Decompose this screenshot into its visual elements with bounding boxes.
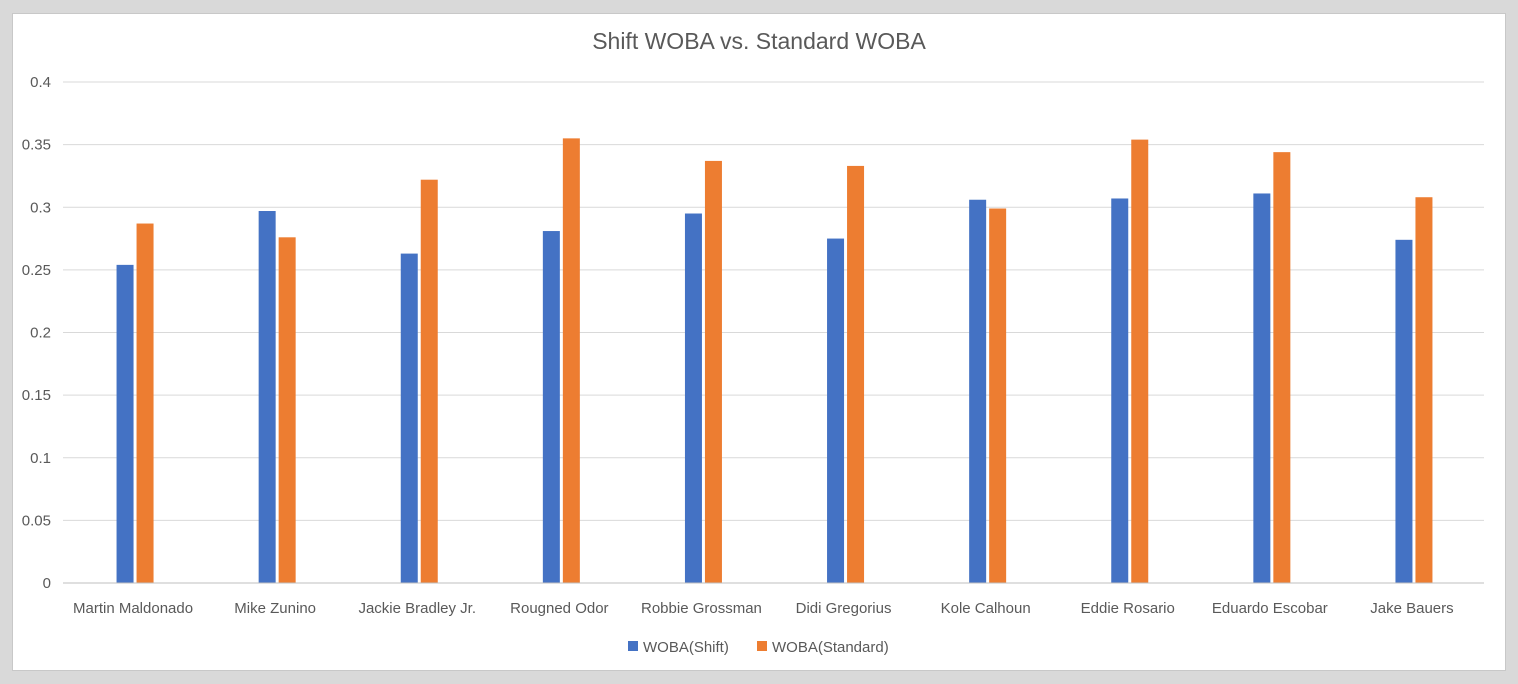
bar-standard (562, 138, 580, 584)
bar-shift (542, 231, 560, 584)
bar-shift (258, 211, 276, 583)
x-tick-label: Didi Gregorius (796, 600, 892, 617)
bar-standard (989, 208, 1007, 583)
bar-shift (1111, 198, 1129, 584)
bar-shift (1253, 193, 1271, 583)
x-axis-ticks: Martin Maldonado Mike Zunino Jackie Bradle… (73, 600, 1454, 617)
y-tick-label: 0.25 (22, 262, 51, 279)
legend: WOBA(Shift) WOBA(Standard) (628, 639, 889, 656)
bar-standard (136, 223, 154, 583)
chart-title: Shift WOBA vs. Standard WOBA (592, 28, 926, 54)
y-tick-label: 0.2 (30, 325, 51, 342)
gridlines (63, 81, 1484, 521)
bar-standard (1273, 152, 1291, 583)
x-tick-label: Jake Bauers (1370, 600, 1453, 617)
x-tick-label: Kole Calhoun (941, 600, 1031, 617)
y-tick-label: 0.05 (22, 512, 51, 529)
legend-swatch (628, 641, 638, 651)
bar-shift (969, 199, 987, 584)
x-tick-label: Rougned Odor (510, 600, 608, 617)
bar-shift (116, 264, 134, 583)
y-tick-label: 0.1 (30, 450, 51, 467)
bar-standard (1131, 139, 1149, 584)
bar-standard (1415, 197, 1433, 584)
bar-standard (420, 179, 438, 583)
bar-standard (278, 237, 296, 583)
y-tick-label: 0 (43, 575, 51, 592)
y-tick-label: 0.35 (22, 137, 51, 154)
bars (116, 138, 1433, 584)
bar-standard (847, 165, 865, 584)
y-axis-ticks: 0 0.05 0.1 0.15 0.2 0.25 0.3 0.35 0.4 (22, 74, 51, 592)
bar-shift (827, 238, 845, 583)
x-tick-label: Jackie Bradley Jr. (358, 600, 476, 617)
y-tick-label: 0.3 (30, 199, 51, 216)
legend-swatch (757, 641, 767, 651)
x-tick-label: Eddie Rosario (1081, 600, 1175, 617)
legend-label: WOBA(Shift) (643, 639, 729, 656)
bar-standard (704, 160, 722, 583)
x-tick-label: Martin Maldonado (73, 600, 193, 617)
bar-shift (684, 213, 702, 583)
x-tick-label: Eduardo Escobar (1212, 600, 1328, 617)
legend-label: WOBA(Standard) (772, 639, 889, 656)
bar-shift (400, 253, 418, 583)
x-tick-label: Robbie Grossman (641, 600, 762, 617)
y-tick-label: 0.15 (22, 387, 51, 404)
y-tick-label: 0.4 (30, 74, 51, 91)
bar-shift (1395, 239, 1413, 583)
x-tick-label: Mike Zunino (234, 600, 316, 617)
